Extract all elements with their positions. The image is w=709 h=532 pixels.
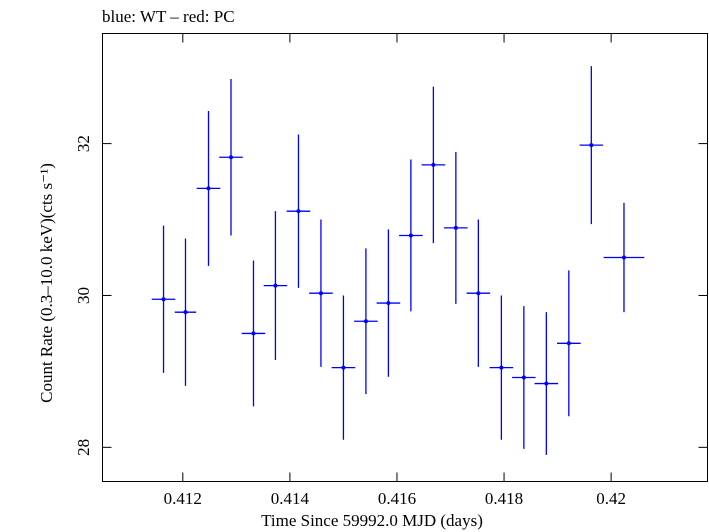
x-axis-label: Time Since 59992.0 MJD (days) [261, 511, 483, 530]
data-point [183, 310, 188, 315]
data-point [341, 365, 346, 370]
data-point [499, 365, 504, 370]
data-point [318, 291, 323, 296]
x-tick-label: 0.412 [164, 489, 202, 508]
x-tick-label: 0.418 [485, 489, 523, 508]
plot-frame [102, 33, 708, 482]
x-tick-label: 0.42 [596, 489, 626, 508]
data-point [453, 225, 458, 230]
data-point [589, 143, 594, 148]
data-point [363, 319, 368, 324]
data-series-wt [151, 66, 645, 455]
data-point [386, 301, 391, 306]
data-point [251, 331, 256, 336]
data-point [273, 283, 278, 288]
data-point [296, 209, 301, 214]
y-tick-label: 28 [74, 439, 93, 456]
data-point [521, 375, 526, 380]
data-point [476, 291, 481, 296]
y-axis: 28 30 32 [74, 135, 708, 456]
data-point [408, 233, 413, 238]
x-tick-label: 0.414 [271, 489, 310, 508]
data-point [431, 162, 436, 167]
chart-title: blue: WT – red: PC [102, 7, 235, 26]
x-axis: 0.412 0.414 0.416 0.418 0.42 [164, 33, 626, 508]
data-point [206, 186, 211, 191]
data-point [566, 341, 571, 346]
y-tick-label: 30 [74, 287, 93, 304]
x-tick-label: 0.416 [378, 489, 416, 508]
data-point [544, 381, 549, 386]
data-point [161, 297, 166, 302]
y-tick-label: 32 [74, 135, 93, 152]
data-point [621, 255, 626, 260]
y-axis-label: Count Rate (0.3–10.0 keV)(cts s⁻¹) [37, 163, 56, 403]
data-point [228, 155, 233, 160]
